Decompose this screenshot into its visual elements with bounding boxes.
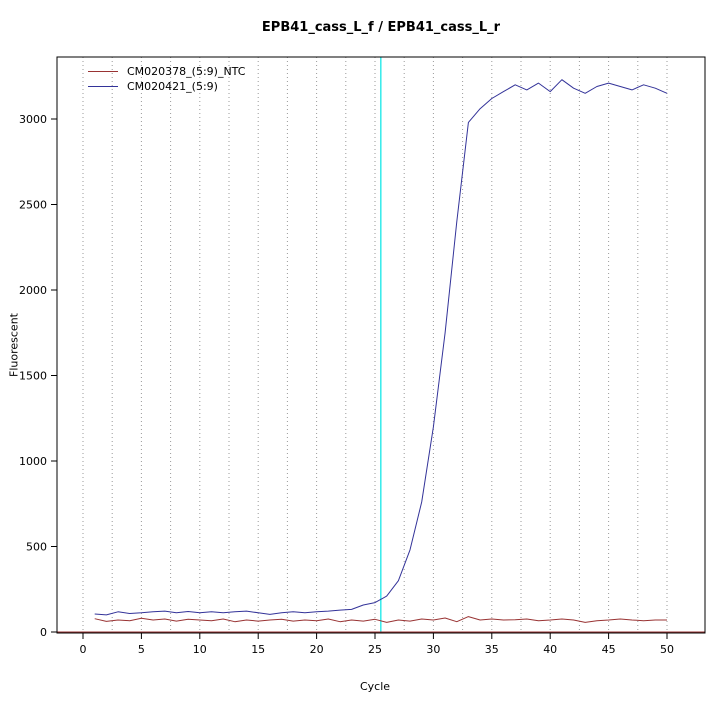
plot-border: [56, 56, 706, 634]
legend-line-swatch-sample: [88, 86, 118, 87]
x-tick-label: 0: [80, 643, 87, 656]
series-line-1: [94, 79, 668, 616]
x-tick-label: 10: [193, 643, 207, 656]
legend-label: CM020378_(5:9)_NTC: [127, 65, 246, 78]
x-tick-label: 35: [485, 643, 499, 656]
x-tick-label: 15: [251, 643, 265, 656]
legend: CM020378_(5:9)_NTC CM020421_(5:9): [88, 64, 245, 94]
series-line-0: [94, 616, 667, 623]
legend-line-swatch-ntc: [88, 71, 118, 72]
x-tick-label: 45: [602, 643, 616, 656]
legend-label: CM020421_(5:9): [127, 80, 218, 93]
y-tick-label: 2000: [19, 284, 47, 297]
y-axis-label: Fluorescent: [7, 313, 21, 377]
x-tick-label: 30: [426, 643, 440, 656]
legend-item: CM020378_(5:9)_NTC: [88, 64, 245, 79]
x-axis-label: Cycle: [359, 680, 391, 693]
x-tick-label: 40: [543, 643, 557, 656]
y-tick-label: 3000: [19, 113, 47, 126]
y-tick-label: 2500: [19, 199, 47, 212]
chart-title: EPB41_cass_L_f / EPB41_cass_L_r: [261, 20, 501, 35]
y-tick-label: 500: [26, 541, 47, 554]
legend-item: CM020421_(5:9): [88, 79, 245, 94]
x-tick-label: 20: [310, 643, 324, 656]
x-tick-label: 5: [138, 643, 145, 656]
y-tick-label: 0: [40, 626, 47, 639]
x-tick-label: 25: [368, 643, 382, 656]
y-tick-label: 1000: [19, 455, 47, 468]
y-tick-label: 1500: [19, 370, 47, 383]
x-tick-label: 50: [660, 643, 674, 656]
